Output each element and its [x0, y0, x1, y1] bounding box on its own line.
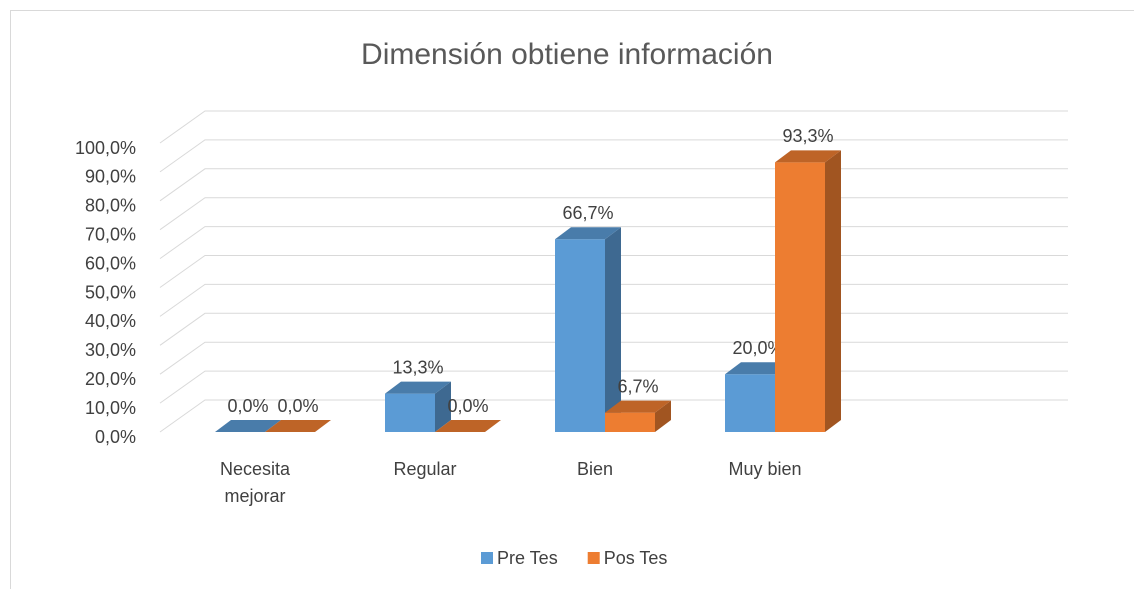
bar-front	[725, 374, 775, 432]
chart-title: Dimensión obtiene información	[361, 38, 773, 71]
data-label: 0,0%	[277, 396, 318, 416]
y-tick-label: 70,0%	[85, 224, 136, 244]
legend-label: Pos Tes	[604, 548, 668, 568]
bar	[435, 420, 501, 432]
bar-front	[555, 239, 605, 432]
x-tick-label: Bien	[576, 459, 614, 479]
bar-side	[825, 150, 841, 432]
y-tick-label: 50,0%	[85, 282, 136, 302]
x-tick-label: Muy bien	[728, 459, 802, 479]
chart-border	[10, 10, 1134, 589]
x-tick-label: Regular	[393, 459, 457, 479]
data-label: 13,3%	[392, 357, 443, 377]
bar-side	[605, 227, 621, 432]
grid-line	[159, 197, 1068, 231]
bar-side	[655, 400, 671, 432]
x-tick-label: Necesita mejorar	[219, 459, 291, 506]
legend-swatch	[587, 552, 600, 564]
legend-label: Pre Tes	[497, 548, 558, 568]
data-label: 0,0%	[447, 396, 488, 416]
bar-top	[215, 420, 281, 432]
y-tick-label: 40,0%	[85, 311, 136, 331]
bar	[555, 227, 621, 432]
y-tick-label: 80,0%	[85, 196, 136, 216]
bar	[385, 381, 451, 432]
bar-front	[775, 162, 825, 432]
grid-line	[159, 139, 1068, 173]
bar	[215, 420, 281, 432]
y-tick-label: 60,0%	[85, 253, 136, 273]
data-label: 0,0%	[227, 396, 268, 416]
data-label: 6,7%	[617, 376, 658, 396]
y-tick-label: 100,0%	[75, 138, 136, 158]
bar-front	[385, 393, 435, 432]
bar	[775, 150, 841, 432]
bar-top	[605, 400, 671, 413]
bar-top	[265, 420, 331, 432]
bar-top	[555, 227, 621, 240]
bar-top	[385, 381, 451, 394]
y-tick-label: 20,0%	[85, 369, 136, 389]
y-tick-label: 90,0%	[85, 167, 136, 187]
bar	[605, 400, 671, 432]
bar-side	[435, 381, 451, 432]
grid-line	[159, 110, 1068, 144]
legend-swatch	[481, 552, 493, 564]
y-tick-label: 30,0%	[85, 340, 136, 360]
data-label: 93,3%	[782, 126, 833, 146]
bar-top	[435, 420, 501, 432]
data-label: 20,0%	[732, 338, 783, 358]
bar-top	[725, 362, 791, 375]
bar	[265, 420, 331, 432]
bar-front	[605, 412, 655, 432]
y-tick-label: 0,0%	[95, 427, 136, 447]
grid-line	[159, 168, 1068, 202]
data-label: 66,7%	[562, 203, 613, 223]
bar-top	[775, 150, 841, 163]
y-tick-label: 10,0%	[85, 398, 136, 418]
